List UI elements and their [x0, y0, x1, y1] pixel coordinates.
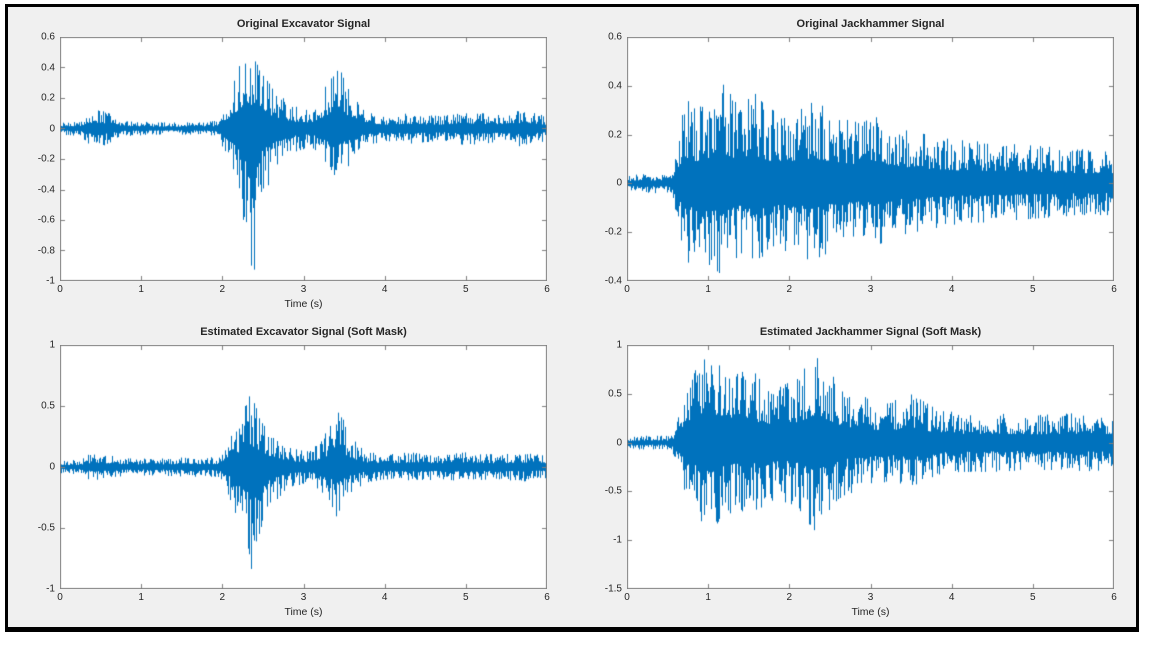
y-tick-label: -0.5	[37, 522, 55, 534]
subplot-estimated-excavator: Estimated Excavator Signal (Soft Mask) 1…	[10, 317, 559, 623]
y-tick-label: 0.6	[608, 31, 622, 43]
x-axis-label: Time (s)	[284, 298, 323, 310]
x-tick-label: 1	[138, 284, 144, 295]
y-tick-label: -1	[46, 583, 55, 595]
y-tick-label: -0.2	[37, 153, 55, 165]
subplot-grid: Original Excavator Signal 0.6 0.4 0.2 0 -0.2…	[8, 7, 1136, 627]
plot-area: 0.6 0.4 0.2 0 -0.2 -0.4 -0.6 -0.8 -1 0 1 2 3 4 5 6	[38, 32, 550, 296]
subplot-estimated-jackhammer: Estimated Jackhammer Signal (Soft Mask) …	[577, 317, 1126, 623]
waveform-canvas	[60, 345, 547, 589]
plot-area: 0.6 0.4 0.2 0 -0.2 -0.4 0 1 2 3 4 5 6	[605, 32, 1117, 296]
y-tick-label: -0.5	[604, 485, 622, 497]
x-tick-label: 1	[705, 284, 711, 295]
y-tick-label: -0.4	[604, 275, 622, 287]
x-tick-label: 6	[1111, 284, 1117, 295]
plot-title: Estimated Jackhammer Signal (Soft Mask)	[759, 326, 982, 338]
x-tick-label: 2	[786, 592, 793, 603]
x-tick-label: 4	[948, 592, 955, 603]
y-tick-label: 0.6	[41, 31, 55, 43]
y-tick-label: -0.8	[37, 245, 55, 256]
x-tick-label: 2	[219, 592, 226, 603]
y-tick-label: 0.2	[41, 92, 55, 104]
subplot-original-jackhammer: Original Jackhammer Signal 0.6 0.4 0.2 0 -0.…	[577, 9, 1126, 315]
x-tick-label: 0	[57, 284, 63, 295]
waveform-canvas	[627, 37, 1114, 281]
x-tick-label: 1	[138, 592, 144, 603]
y-tick-label: -0.2	[604, 226, 622, 238]
y-tick-label: -1	[613, 534, 622, 546]
y-tick-label: 0.5	[41, 400, 55, 412]
y-tick-label: 0	[49, 123, 55, 134]
x-tick-label: 4	[948, 284, 955, 295]
x-tick-label: 0	[57, 592, 63, 603]
x-tick-label: 0	[624, 592, 630, 603]
x-tick-label: 0	[624, 284, 630, 295]
plot-title: Original Excavator Signal	[236, 18, 371, 30]
y-tick-label: 0.5	[608, 388, 622, 400]
x-tick-label: 6	[544, 284, 550, 295]
x-tick-label: 4	[381, 284, 388, 295]
waveform-canvas	[60, 37, 547, 281]
y-tick-label: 0	[616, 177, 622, 189]
figure-window: Original Excavator Signal 0.6 0.4 0.2 0 -0.2…	[5, 4, 1139, 632]
x-axis-label	[627, 298, 1114, 315]
x-tick-label: 3	[867, 592, 874, 603]
x-tick-label: 1	[705, 592, 711, 603]
waveform-canvas	[627, 345, 1114, 589]
y-tick-label: -0.4	[37, 184, 55, 195]
x-tick-label: 3	[300, 592, 307, 603]
x-axis-label: Time (s)	[284, 606, 323, 618]
x-tick-label: 4	[381, 592, 388, 603]
x-tick-label: 3	[300, 284, 307, 295]
x-tick-label: 5	[463, 592, 469, 603]
y-tick-label: -1	[46, 275, 55, 287]
y-tick-label: -0.6	[37, 214, 55, 226]
x-tick-label: 2	[786, 284, 793, 295]
x-tick-label: 5	[463, 284, 469, 295]
y-tick-label: 0	[616, 437, 622, 449]
plot-area: 1 0.5 0 -0.5 -1 -1.5 0 1 2 3 4 5 6	[605, 340, 1117, 604]
y-tick-label: 1	[616, 339, 622, 351]
x-tick-label: 3	[867, 284, 874, 295]
x-tick-label: 6	[544, 592, 550, 603]
plot-title: Original Jackhammer Signal	[796, 18, 945, 30]
x-tick-label: 2	[219, 284, 226, 295]
plot-area: 1 0.5 0 -0.5 -1 0 1 2 3 4 5 6	[38, 340, 550, 604]
y-tick-label: -1.5	[604, 583, 622, 595]
y-tick-label: 0.4	[41, 62, 55, 73]
x-tick-label: 5	[1030, 592, 1036, 603]
plot-title: Estimated Excavator Signal (Soft Mask)	[200, 326, 407, 338]
y-tick-label: 1	[49, 339, 55, 351]
subplot-original-excavator: Original Excavator Signal 0.6 0.4 0.2 0 -0.2…	[10, 9, 559, 315]
y-tick-label: 0	[49, 461, 55, 473]
y-tick-label: 0.4	[608, 80, 622, 92]
x-tick-label: 6	[1111, 592, 1117, 603]
x-tick-label: 5	[1030, 284, 1036, 295]
x-axis-label: Time (s)	[851, 606, 890, 618]
y-tick-label: 0.2	[608, 129, 622, 141]
